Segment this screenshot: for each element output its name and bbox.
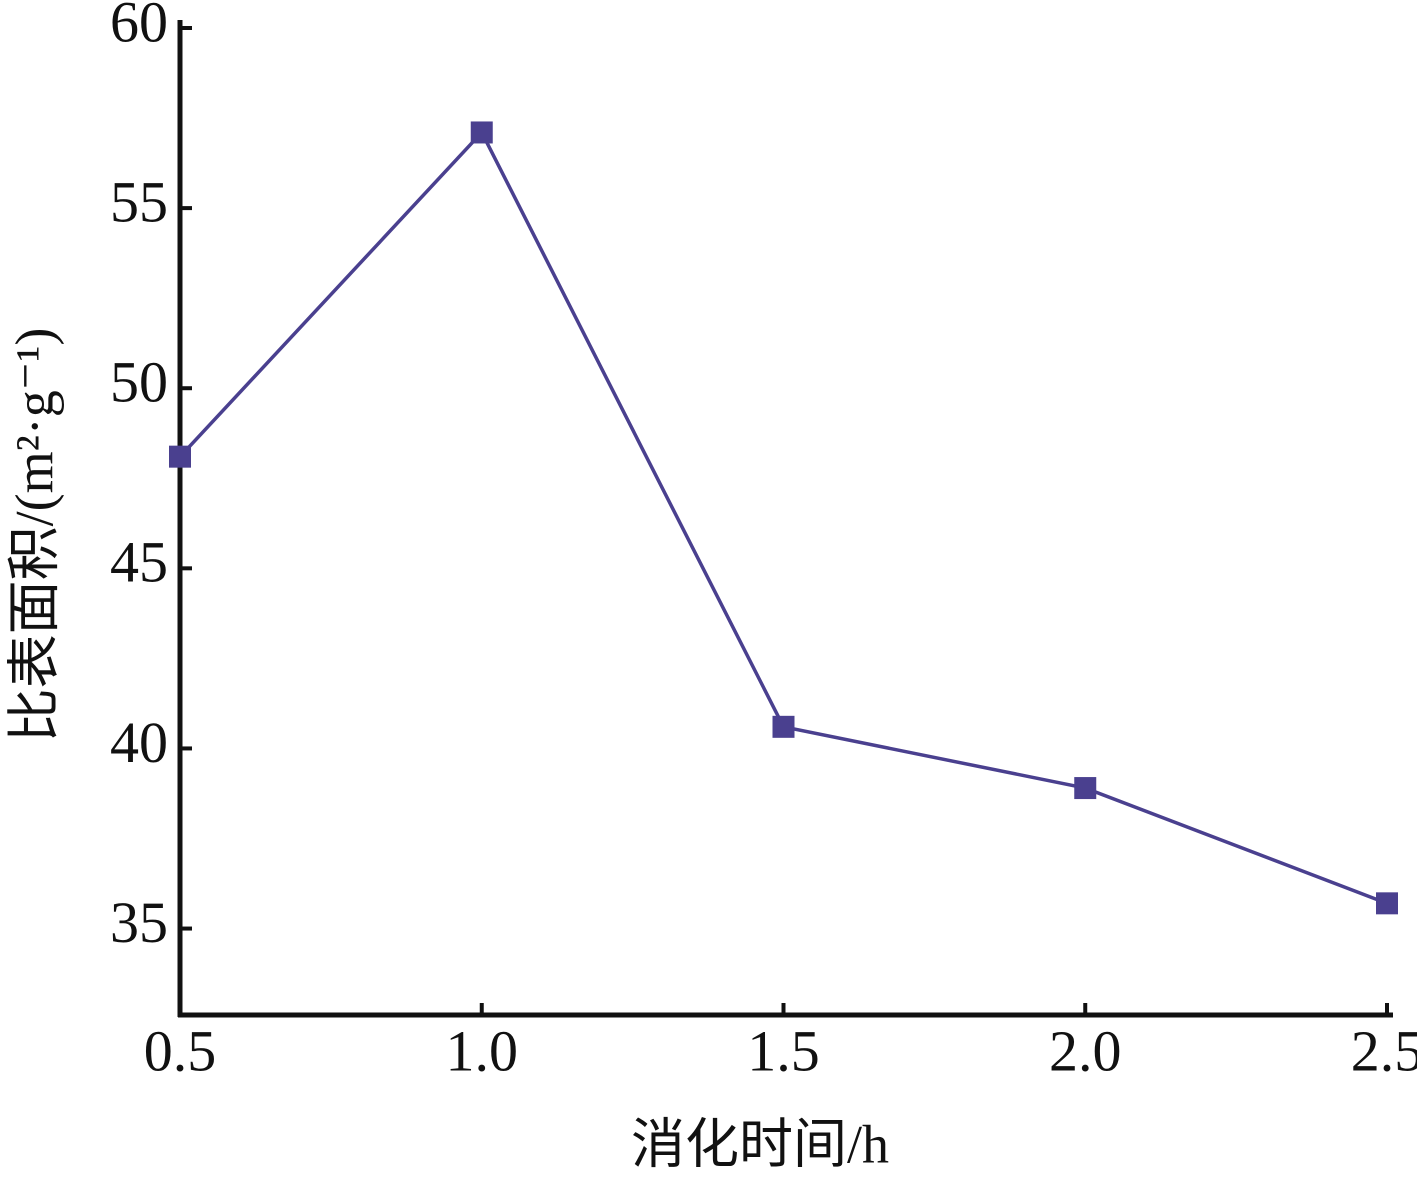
marker <box>772 715 795 738</box>
marker <box>1376 892 1398 915</box>
y-tick-label: 35 <box>110 890 168 955</box>
y-axis-title: 比表面积/(m²·g⁻¹) <box>4 328 64 743</box>
marker <box>1074 777 1097 800</box>
y-tick-label: 55 <box>110 169 168 234</box>
x-tick-label: 0.5 <box>144 1018 217 1083</box>
x-tick-label: 2.5 <box>1351 1018 1417 1083</box>
y-tick-label: 60 <box>110 0 168 54</box>
x-axis-title: 消化时间/h <box>631 1114 889 1174</box>
y-tick-label: 45 <box>110 530 168 595</box>
line <box>178 129 1388 905</box>
x-tick-label: 1.0 <box>446 1018 519 1083</box>
marker <box>169 445 191 468</box>
x-tick-label: 2.0 <box>1049 1018 1122 1083</box>
marker <box>470 121 493 144</box>
y-tick-label: 50 <box>110 350 168 415</box>
x-tick-label: 1.5 <box>747 1018 820 1083</box>
y-tick-label: 40 <box>110 710 168 775</box>
